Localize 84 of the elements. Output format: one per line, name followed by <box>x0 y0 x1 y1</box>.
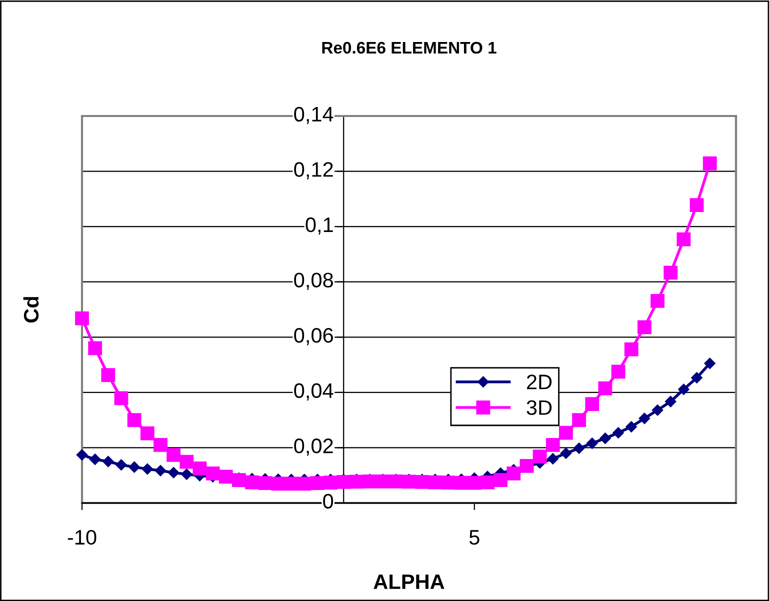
point <box>652 404 664 416</box>
point <box>324 476 338 490</box>
point <box>388 474 403 488</box>
y-tick-label: 0,02 <box>294 438 333 456</box>
point <box>415 475 430 489</box>
point <box>75 311 89 326</box>
point <box>192 462 207 476</box>
x-tick-label: 5 <box>469 530 480 545</box>
point <box>245 475 259 490</box>
x-axis-title: ALPHA <box>374 574 444 589</box>
y-axis-title: Cd <box>23 296 39 323</box>
point <box>494 473 508 487</box>
point <box>702 156 717 170</box>
point <box>678 384 690 395</box>
point <box>638 412 650 424</box>
point <box>586 438 598 449</box>
point <box>206 466 220 480</box>
y-tick-label: 0,1 <box>306 217 333 235</box>
point <box>637 320 652 334</box>
y-tick-label: 0,08 <box>294 272 333 290</box>
legend-label: 3D <box>526 400 552 416</box>
point <box>258 476 272 490</box>
point <box>441 476 456 490</box>
point <box>114 391 128 406</box>
point <box>168 466 180 478</box>
point <box>127 413 142 428</box>
point <box>362 474 377 488</box>
point <box>612 427 624 438</box>
point <box>506 466 521 480</box>
point <box>546 438 560 452</box>
point <box>350 474 364 489</box>
point <box>664 266 678 280</box>
point <box>454 476 468 490</box>
point <box>271 476 286 491</box>
point <box>585 397 600 411</box>
point <box>559 426 573 440</box>
point <box>690 198 704 212</box>
point <box>166 448 181 462</box>
point <box>532 450 547 464</box>
point <box>467 476 482 490</box>
y-tick-label: 0,14 <box>294 106 334 124</box>
point <box>402 474 416 489</box>
point <box>284 476 298 491</box>
point <box>180 454 194 469</box>
point <box>154 465 166 476</box>
point <box>650 294 664 308</box>
y-tick-label: 0,06 <box>294 328 333 346</box>
point <box>102 456 114 468</box>
point <box>232 473 246 487</box>
point <box>480 475 494 490</box>
point <box>560 448 572 459</box>
chart-title: Re0.6E6 ELEMENTO 1 <box>322 42 496 54</box>
y-tick-label: 0 <box>323 494 334 509</box>
point <box>89 454 101 465</box>
point <box>128 461 140 473</box>
point <box>547 453 558 464</box>
point <box>598 381 612 396</box>
y-tick-label: 0,04 <box>294 383 334 400</box>
x-tick-label: -10 <box>68 530 96 545</box>
point <box>140 426 154 440</box>
point <box>624 342 638 356</box>
y-tick-label: 0,12 <box>294 162 333 180</box>
point <box>88 341 102 356</box>
point <box>116 459 127 470</box>
point <box>573 442 585 454</box>
point <box>691 372 702 384</box>
point <box>704 358 716 370</box>
point <box>310 476 324 490</box>
point <box>76 449 88 461</box>
point <box>297 476 312 491</box>
legend-label: 2D <box>526 374 552 390</box>
point <box>336 475 351 489</box>
point <box>676 232 691 246</box>
point <box>142 463 154 475</box>
point <box>626 421 637 432</box>
point <box>572 413 586 428</box>
point <box>600 432 611 444</box>
point <box>101 368 116 382</box>
point <box>376 474 390 488</box>
point <box>181 468 192 480</box>
point <box>428 475 442 490</box>
point <box>611 364 626 379</box>
point <box>154 438 168 452</box>
point <box>664 396 676 408</box>
